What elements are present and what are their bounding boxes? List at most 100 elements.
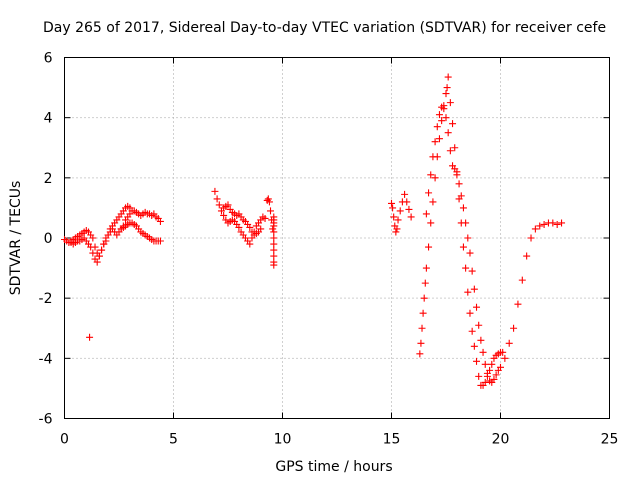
data-point-seg-h [418,324,426,332]
y-tick-label: -2 [39,291,53,307]
data-point-seg-i [442,114,450,122]
y-tick-label: 4 [44,111,53,127]
data-point-seg-i [429,153,437,161]
x-tick-label: 15 [383,432,401,448]
data-point-seg-i [455,180,463,188]
data-point-seg-i [553,220,561,228]
data-point-seg-i [435,111,443,119]
y-tick-label: 6 [44,51,53,67]
data-point-seg-i [549,219,557,227]
data-point-seg-i [453,171,461,179]
data-point-seg-h [438,117,446,125]
y-tick-label: 2 [44,171,53,187]
data-point-seg-b [93,258,101,266]
data-point-seg-g [392,228,400,236]
data-point-seg-i [464,234,472,242]
data-point-seg-i [446,147,454,155]
data-point-seg-g [388,199,395,207]
tick-layer: 0 5 10 15 20 25 -6 -4 -2 0 2 4 6 [39,51,619,448]
data-point-seg-i [477,336,485,344]
data-point-seg-i [490,375,498,383]
data-point-seg-h [473,357,481,365]
data-point-seg-i [468,267,476,275]
data-point-seg-i [427,171,435,179]
data-point-seg-h [488,360,496,368]
data-point-seg-f [270,240,278,248]
data-point-seg-h [425,243,433,251]
data-point-seg-h [449,120,457,128]
data-point-seg-b [156,217,164,225]
y-tick-label: -6 [39,412,53,428]
data-point-seg-h [481,378,489,386]
x-tick-label: 10 [274,432,292,448]
data-point-seg-i [433,123,441,131]
data-point-seg-h [466,309,474,317]
x-tick-label: 5 [169,432,178,448]
data-point-seg-h [446,99,454,107]
data-point-seg-b [89,249,97,257]
data-point-seg-i [466,249,474,257]
data-point-seg-i [510,324,518,332]
data-point-seg-h [431,174,439,182]
data-point-seg-h [499,348,507,356]
data-point-seg-h [429,198,437,206]
data-point-seg-i [470,285,478,293]
chart-title: Day 265 of 2017, Sidereal Day-to-day VTE… [43,20,606,36]
data-point-seg-e [246,223,254,231]
data-point-seg-h [470,342,478,350]
data-point-seg-i [481,360,489,368]
data-point-seg-i [514,300,522,308]
data-point-seg-h [420,294,428,302]
data-point-outlier [86,333,94,341]
y-tick-label: -4 [39,351,53,367]
data-point-seg-f [270,228,278,236]
data-point-seg-h [422,264,430,272]
data-point-seg-i [479,348,487,356]
data-point-seg-h [427,219,435,227]
data-point-seg-i [505,339,513,347]
data-point-seg-e [224,201,232,209]
data-point-seg-d [215,201,223,209]
data-point-seg-h [462,264,470,272]
data-point-seg-d [246,240,254,248]
data-point-seg-i [425,189,433,197]
data-point-seg-b [100,240,108,248]
data-point-seg-h [451,144,459,152]
x-axis-title: GPS time / hours [275,459,392,475]
data-point-seg-i [518,276,526,284]
data-point-seg-i [462,219,470,227]
data-point-seg-h [421,279,429,287]
data-point-seg-g [396,207,404,215]
data-point-seg-e [257,225,265,233]
data-point-seg-i [492,371,500,379]
data-point-seg-h [416,350,424,358]
data-point-seg-f [270,246,278,254]
data-point-seg-i [540,220,548,228]
data-point-seg-i [497,363,504,371]
data-point-seg-b [98,246,106,254]
data-point-seg-g [393,225,401,233]
data-point-seg-f [265,198,273,206]
data-point-seg-h [444,73,452,81]
data-point-seg-i [440,105,448,113]
grid-layer [64,57,610,419]
x-tick-label: 20 [492,432,510,448]
data-point-seg-i [431,138,439,146]
data-point-seg-h [442,90,450,98]
data-point-seg-g [407,213,415,221]
data-point-seg-d [211,187,219,195]
data-point-seg-i [457,192,465,200]
data-point-seg-d [213,195,221,203]
y-axis-title: SDTVAR / TECUs [8,181,24,296]
data-point-seg-c [156,237,164,245]
data-point-seg-i [527,234,535,242]
data-point-seg-g [389,204,397,212]
data-point-seg-i [444,129,452,137]
data-point-seg-f [270,234,278,242]
data-point-seg-i [451,165,459,173]
data-point-seg-g [394,216,402,224]
data-point-seg-f [269,225,277,233]
data-point-seg-d [235,223,243,231]
